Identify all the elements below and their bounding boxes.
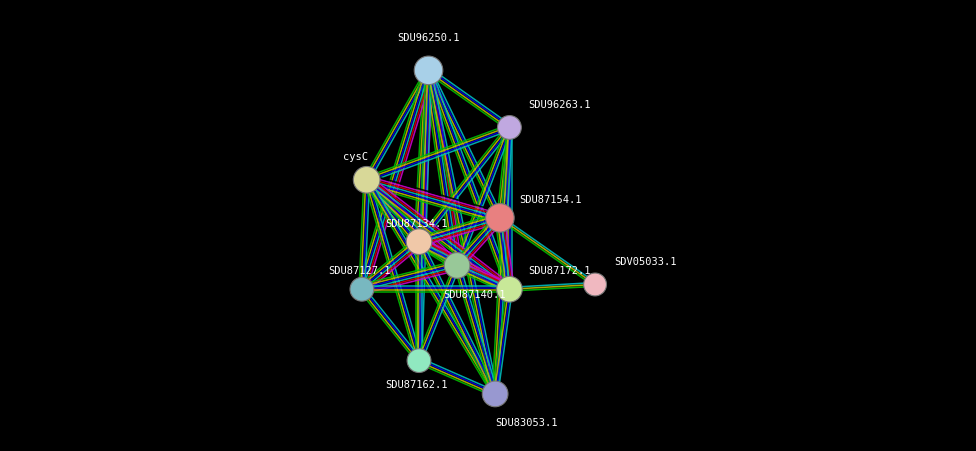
Text: SDU96250.1: SDU96250.1 — [397, 33, 460, 43]
Text: SDU87127.1: SDU87127.1 — [329, 266, 391, 276]
Circle shape — [584, 273, 606, 296]
Text: SDU87140.1: SDU87140.1 — [443, 290, 506, 299]
Circle shape — [444, 253, 469, 279]
Text: SDU87162.1: SDU87162.1 — [386, 380, 448, 390]
Circle shape — [486, 204, 514, 233]
Circle shape — [482, 381, 508, 407]
Text: SDV05033.1: SDV05033.1 — [614, 256, 676, 266]
Text: SDU87154.1: SDU87154.1 — [519, 194, 582, 204]
Circle shape — [414, 57, 443, 85]
Circle shape — [353, 167, 380, 193]
Text: SDU83053.1: SDU83053.1 — [495, 418, 557, 428]
Circle shape — [497, 277, 522, 303]
Text: SDU87172.1: SDU87172.1 — [528, 266, 590, 276]
Text: SDU87134.1: SDU87134.1 — [386, 218, 448, 228]
Circle shape — [498, 116, 521, 140]
Circle shape — [407, 349, 431, 373]
Circle shape — [350, 278, 374, 301]
Text: SDU96263.1: SDU96263.1 — [528, 100, 590, 110]
Text: cysC: cysC — [343, 152, 368, 161]
Circle shape — [406, 229, 431, 255]
